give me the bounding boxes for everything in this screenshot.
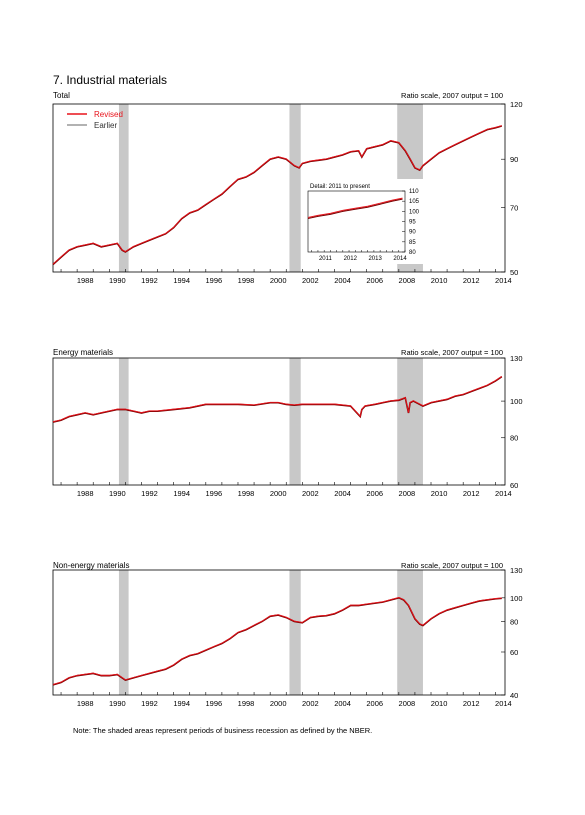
x-tick-label: 2002 xyxy=(302,699,319,708)
recession-band xyxy=(118,358,129,485)
chart-panel-0: 1988 1990 1992 1994 1996 1998 2000 2002 2004 2006… xyxy=(52,100,523,285)
x-tick-label: 2008 xyxy=(399,276,416,285)
recession-band xyxy=(118,104,129,272)
recession-band xyxy=(397,570,423,695)
y-tick-label: 50 xyxy=(510,268,518,277)
x-tick-label: 2000 xyxy=(270,699,287,708)
x-tick-label: 2010 xyxy=(431,489,448,498)
legend: Revised Earlier xyxy=(67,110,123,130)
y-tick-label: 130 xyxy=(510,354,523,363)
y-tick-label: 100 xyxy=(510,397,523,406)
x-tick-label: 1992 xyxy=(141,699,158,708)
x-tick-label: 2002 xyxy=(302,489,319,498)
inset-y-tick-label: 85 xyxy=(409,240,416,246)
x-tick-label: 2010 xyxy=(431,699,448,708)
plot-frame xyxy=(52,103,506,273)
x-tick-label: 2012 xyxy=(463,489,480,498)
inset-y-tick-label: 90 xyxy=(409,230,416,236)
x-tick-label: 2014 xyxy=(495,489,512,498)
x-tick-label: 1992 xyxy=(141,489,158,498)
x-tick-label: 2006 xyxy=(366,276,383,285)
scale-note-nonenergy: Ratio scale, 2007 output = 100 xyxy=(401,561,503,570)
x-tick-label: 2008 xyxy=(399,699,416,708)
chart-panel-1: 1988 1990 1992 1994 1996 1998 2000 2002 2004 2006… xyxy=(52,354,523,498)
y-tick-label: 60 xyxy=(510,648,518,657)
y-tick-label: 80 xyxy=(510,617,518,626)
x-tick-label: 2004 xyxy=(334,699,351,708)
y-tick-label: 100 xyxy=(510,594,523,603)
inset-y-tick-label: 80 xyxy=(409,250,416,256)
x-tick-label: 1994 xyxy=(173,489,190,498)
x-tick-label: 2002 xyxy=(302,276,319,285)
y-tick-label: 80 xyxy=(510,434,518,443)
x-tick-label: 2006 xyxy=(366,699,383,708)
y-tick-label: 130 xyxy=(510,566,523,575)
x-tick-label: 1998 xyxy=(238,489,255,498)
x-tick-label: 1988 xyxy=(77,489,94,498)
y-tick-label: 40 xyxy=(510,691,518,700)
inset-x-tick-label: 2012 xyxy=(344,256,358,262)
x-tick-label: 2014 xyxy=(495,276,512,285)
recession-band xyxy=(289,104,301,272)
x-tick-label: 2012 xyxy=(463,699,480,708)
panel-title-energy: Energy materials xyxy=(53,348,114,357)
x-tick-label: 1988 xyxy=(77,699,94,708)
x-tick-label: 2004 xyxy=(334,276,351,285)
x-tick-label: 1990 xyxy=(109,276,126,285)
recession-band xyxy=(289,570,301,695)
legend-label-revised: Revised xyxy=(94,110,123,119)
inset-x-tick-label: 2011 xyxy=(319,256,333,262)
plot-frame xyxy=(52,569,506,696)
legend-label-earlier: Earlier xyxy=(94,121,117,130)
inset-x-tick-label: 2014 xyxy=(393,256,407,262)
inset-series-line-earlier xyxy=(307,198,403,219)
scale-note-energy: Ratio scale, 2007 output = 100 xyxy=(401,348,503,357)
panel-title-total: Total xyxy=(53,91,70,100)
y-tick-label: 90 xyxy=(510,155,518,164)
inset-series-line-revised xyxy=(307,197,403,218)
inset-x-tick-label: 2013 xyxy=(368,256,382,262)
x-tick-label: 1996 xyxy=(206,276,223,285)
inset-y-tick-label: 100 xyxy=(409,209,420,215)
x-tick-label: 2012 xyxy=(463,276,480,285)
x-tick-label: 2006 xyxy=(366,489,383,498)
inset-chart: Detail: 2011 to present 80 85 90 95 100 105 110… xyxy=(306,179,433,264)
panel-title-nonenergy: Non-energy materials xyxy=(53,561,130,570)
x-tick-label: 1992 xyxy=(141,276,158,285)
y-tick-label: 120 xyxy=(510,100,523,109)
x-tick-label: 1990 xyxy=(109,699,126,708)
series-line-revised xyxy=(52,375,503,423)
inset-y-tick-label: 95 xyxy=(409,220,416,226)
x-tick-label: 1994 xyxy=(173,699,190,708)
x-tick-label: 1988 xyxy=(77,276,94,285)
x-tick-label: 2008 xyxy=(399,489,416,498)
x-tick-label: 2010 xyxy=(431,276,448,285)
series-line-revised xyxy=(52,596,502,685)
x-tick-label: 1996 xyxy=(206,489,223,498)
x-tick-label: 1996 xyxy=(206,699,223,708)
page-title: 7. Industrial materials xyxy=(53,73,168,87)
x-tick-label: 2014 xyxy=(495,699,512,708)
recession-band xyxy=(289,358,301,485)
x-tick-label: 1994 xyxy=(173,276,190,285)
x-tick-label: 2000 xyxy=(270,489,287,498)
footnote: Note: The shaded areas represent periods… xyxy=(73,726,373,735)
x-tick-label: 1990 xyxy=(109,489,126,498)
y-tick-label: 60 xyxy=(510,481,518,490)
recession-band xyxy=(397,358,423,485)
y-tick-label: 70 xyxy=(510,203,518,212)
inset-title: Detail: 2011 to present xyxy=(310,184,370,190)
x-tick-label: 2000 xyxy=(270,276,287,285)
inset-background xyxy=(306,179,433,264)
recession-band xyxy=(118,570,129,695)
scale-note-total: Ratio scale, 2007 output = 100 xyxy=(401,91,503,100)
inset-y-tick-label: 105 xyxy=(409,199,420,205)
x-tick-label: 1998 xyxy=(238,699,255,708)
chart-panel-2: 1988 1990 1992 1994 1996 1998 2000 2002 2004 2006… xyxy=(52,566,523,708)
inset-y-tick-label: 110 xyxy=(409,189,419,195)
x-tick-label: 2004 xyxy=(334,489,351,498)
x-tick-label: 1998 xyxy=(238,276,255,285)
series-line-revised xyxy=(52,125,502,265)
